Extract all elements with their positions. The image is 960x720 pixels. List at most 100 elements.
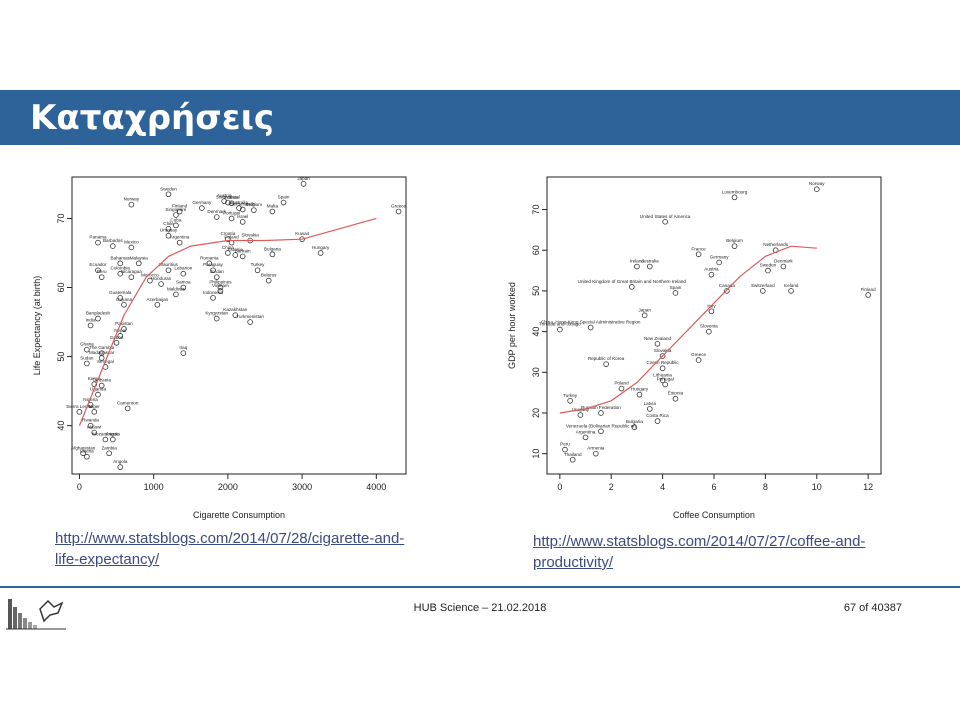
data-point xyxy=(659,377,666,384)
title-bar: Καταχρήσεις xyxy=(0,90,960,145)
point-label: Sweden xyxy=(760,263,777,268)
y-tick-label: 60 xyxy=(56,283,66,293)
point-label: Belgium xyxy=(246,202,263,207)
point-label: Poland xyxy=(614,381,629,386)
point-label: Luxembourg xyxy=(722,189,748,194)
link-coffee-productivity[interactable]: http://www.statsblogs.com/2014/07/27/cof… xyxy=(533,533,866,571)
point-label: Australia xyxy=(641,259,659,264)
slide-title: Καταχρήσεις xyxy=(30,98,275,138)
data-point xyxy=(180,350,187,356)
point-label: Colombia xyxy=(111,266,131,271)
data-point xyxy=(124,405,131,412)
page-number: 67 of 40387 xyxy=(843,602,902,614)
point-label: United Kingdom of Great Britain and Nort… xyxy=(578,279,687,284)
data-point xyxy=(780,263,787,270)
data-point xyxy=(113,339,120,346)
data-point xyxy=(121,326,127,332)
data-point xyxy=(395,208,402,215)
point-label: Honduras xyxy=(151,276,172,281)
point-label: Sierra Leone xyxy=(66,404,93,409)
data-point xyxy=(213,274,220,280)
data-point xyxy=(80,450,86,457)
data-point xyxy=(865,292,871,298)
point-label: Cuba xyxy=(170,217,181,222)
point-label: Malaysia xyxy=(130,255,149,260)
data-point xyxy=(567,397,573,404)
point-label: Samoa xyxy=(176,280,191,285)
data-point xyxy=(199,205,205,211)
data-point xyxy=(117,260,124,267)
data-point xyxy=(173,291,179,298)
data-point xyxy=(593,450,599,457)
point-label: Bulgaria xyxy=(626,419,643,424)
data-point xyxy=(731,194,738,201)
data-point xyxy=(95,315,101,322)
data-point xyxy=(557,326,563,333)
point-label: Belarus xyxy=(261,273,277,278)
y-axis-label: GDP per hour worked xyxy=(507,282,517,369)
point-label: Nepal xyxy=(114,328,126,333)
point-label: Netherlands xyxy=(230,201,255,206)
point-label: Ireland xyxy=(630,259,644,264)
data-point xyxy=(598,428,604,435)
point-label: Netherlands xyxy=(763,242,788,247)
x-tick-label: 0 xyxy=(77,482,82,492)
point-label: Denmark xyxy=(774,259,793,264)
point-label: Azerbaijan xyxy=(146,297,168,302)
point-label: Finland xyxy=(172,204,188,209)
point-label: Latvia xyxy=(644,401,657,406)
plot-frame xyxy=(546,176,882,475)
data-point xyxy=(176,208,183,215)
data-point xyxy=(173,212,179,218)
data-point xyxy=(731,243,738,249)
point-label: France xyxy=(224,195,239,200)
data-point xyxy=(98,382,105,389)
y-tick-label: 20 xyxy=(531,408,541,418)
point-label: Hungary xyxy=(631,387,649,392)
data-point xyxy=(269,208,276,215)
point-label: Lithuania xyxy=(653,372,672,377)
point-label: Jordan xyxy=(210,269,224,274)
point-label: Kuwait xyxy=(295,231,310,236)
x-axis-label: Coffee Consumption xyxy=(673,510,755,520)
link-cigarette-life-expectancy[interactable]: http://www.statsblogs.com/2014/07/28/cig… xyxy=(55,530,405,568)
data-point xyxy=(213,214,220,220)
data-point xyxy=(634,263,640,270)
point-label: Cameroon xyxy=(117,400,139,405)
point-label: Angola xyxy=(106,431,121,436)
data-point xyxy=(239,253,246,260)
point-label: Morocco xyxy=(141,273,159,278)
x-axis-label: Cigarette Consumption xyxy=(193,510,285,520)
point-label: Ghana xyxy=(80,342,94,347)
x-tick-label: 1000 xyxy=(144,482,164,492)
point-label: Germany xyxy=(710,254,730,259)
data-point xyxy=(251,207,257,213)
data-point xyxy=(128,274,135,280)
data-point xyxy=(254,267,261,274)
data-point xyxy=(269,251,276,258)
point-label: Portugal xyxy=(657,376,674,381)
point-label: Angola xyxy=(113,459,128,464)
point-label: Norway xyxy=(809,181,825,186)
coffee-productivity-plot: 0 2 4 6 8 10 12 10 20 30 40 50 60 70 Coffee Consumptio… xyxy=(505,172,885,524)
point-label: Peru xyxy=(560,442,570,447)
data-point xyxy=(662,381,668,388)
data-point xyxy=(213,315,220,322)
data-point xyxy=(659,365,666,372)
data-point xyxy=(598,410,604,416)
data-point xyxy=(91,409,98,415)
data-point xyxy=(228,215,235,222)
point-label: Sudan xyxy=(80,355,94,360)
x-tick-label: 10 xyxy=(812,482,822,492)
point-label: Turkmenistan xyxy=(236,314,264,319)
data-point xyxy=(232,252,239,258)
data-point xyxy=(708,271,715,278)
data-point xyxy=(95,391,101,398)
data-point xyxy=(695,357,702,363)
trend-line xyxy=(78,217,377,426)
point-label: Bahamas xyxy=(111,255,131,260)
data-point xyxy=(659,353,666,359)
point-label: Denmark xyxy=(207,209,226,214)
data-point xyxy=(239,206,246,213)
point-label: Iceland xyxy=(784,283,799,288)
